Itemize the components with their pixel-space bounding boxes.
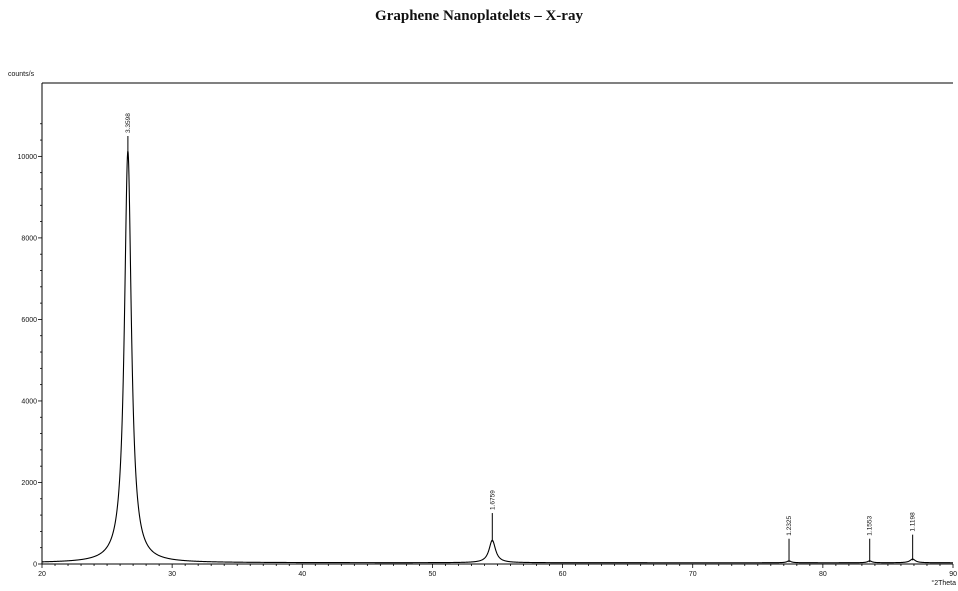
x-axis-ticks: 20 30 40 50 60 70 80 90 (38, 564, 957, 578)
x-tick-label: 80 (819, 571, 827, 578)
chart-title: Graphene Nanoplatelets – X-ray (375, 8, 583, 24)
peak-label: 1.1553 (867, 515, 874, 535)
peak-label: 1.6759 (489, 490, 496, 510)
x-tick-label: 50 (429, 571, 437, 578)
y-tick-label: 6000 (21, 317, 37, 324)
y-tick-label: 10000 (18, 154, 38, 161)
peak-annotations: 3.3598 1.6759 1.2325 1.1553 1.1198 (125, 113, 917, 563)
y-tick-label: 0 (33, 562, 37, 569)
peak-label: 3.3598 (125, 113, 132, 133)
y-tick-label: 8000 (21, 235, 37, 242)
x-tick-label: 20 (38, 571, 46, 578)
y-tick-label: 4000 (21, 398, 37, 405)
peak-label: 1.2325 (786, 515, 793, 535)
diffraction-pattern-line (41, 150, 953, 564)
x-tick-label: 60 (559, 571, 567, 578)
series-group (41, 150, 953, 564)
x-tick-label: 30 (168, 571, 176, 578)
x-tick-label: 70 (689, 571, 697, 578)
y-axis-label: counts/s (8, 71, 35, 78)
chart-axes (41, 82, 953, 565)
y-tick-label: 2000 (21, 480, 37, 487)
x-tick-label: 40 (298, 571, 306, 578)
x-tick-label: 90 (949, 571, 957, 578)
y-axis-ticks: 0 2000 4000 6000 8000 10000 (18, 123, 42, 569)
x-axis-label: °2Theta (931, 579, 956, 587)
peak-label: 1.1198 (910, 512, 917, 532)
